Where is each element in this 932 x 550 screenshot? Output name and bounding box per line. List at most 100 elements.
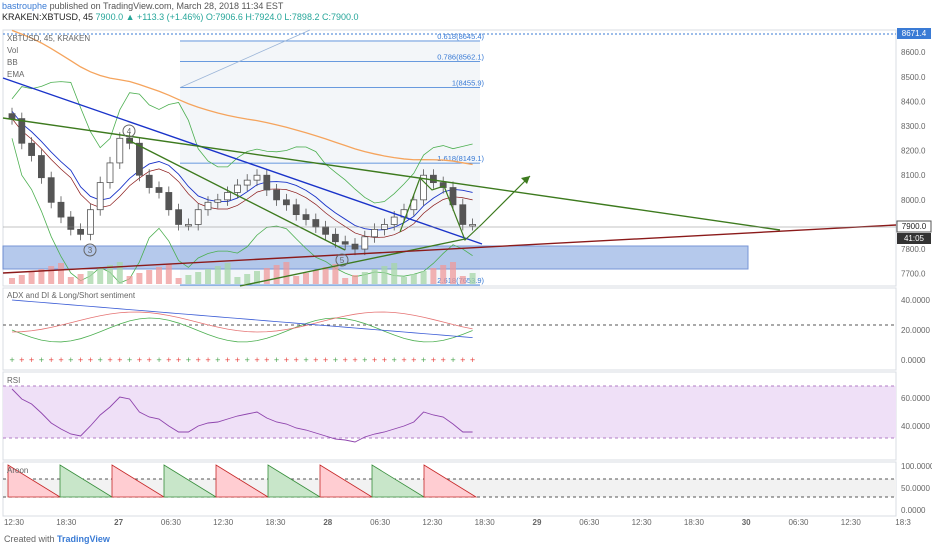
candle[interactable] [273,189,281,201]
candle[interactable] [47,177,55,203]
candle[interactable] [361,236,369,250]
fib-level-label: 1(8455.9) [452,79,485,88]
tradingview-brand[interactable]: TradingView [57,534,110,544]
candle[interactable] [224,192,232,201]
volume-bar [322,267,329,284]
candle[interactable] [233,184,241,193]
projection-arrow-icon [521,176,530,184]
time-tick-label: 29 [533,518,542,527]
volume-bar [77,274,84,284]
volume-bar [18,275,25,284]
sentiment-marker-icon: + [332,356,338,364]
wave-4-label: 4 [127,127,132,136]
bb-basis-line[interactable] [11,118,473,238]
adx-plus-di-line[interactable] [11,317,473,343]
candle[interactable] [194,209,202,225]
last-price-badge-text: 7900.0 [902,222,927,231]
blue-downtrend-line[interactable] [2,77,483,245]
candle[interactable] [351,243,359,250]
candle[interactable] [449,187,457,206]
time-tick-label: 18:30 [56,518,77,527]
blue-ma-line[interactable] [11,110,473,231]
candle[interactable] [243,179,251,186]
adx-pane[interactable] [2,287,897,371]
footer: Created with TradingView [4,534,110,544]
aroon-tick-label: 50.0000 [901,484,930,493]
time-tick-label: 12:30 [841,518,862,527]
legend-ema[interactable]: EMA [7,70,25,79]
rsi-line[interactable] [11,388,473,443]
candle[interactable] [18,118,26,144]
bb-upper-line[interactable] [11,81,473,204]
sentiment-marker-icon: + [9,356,15,364]
candle[interactable] [67,216,75,230]
ema-line[interactable] [11,29,473,166]
candle[interactable] [155,187,163,193]
candle[interactable] [165,192,173,211]
candle[interactable] [8,113,16,120]
candle[interactable] [87,209,94,235]
candle[interactable] [253,174,261,181]
legend-vol[interactable]: Vol [7,46,18,55]
volume-bar [224,263,231,284]
green-support-line[interactable] [239,238,466,287]
candle[interactable] [96,182,104,211]
candle[interactable] [77,228,84,235]
sentiment-marker-icon: + [48,356,54,364]
green-channel-top-line[interactable] [2,117,781,231]
aroon-title[interactable]: Aroon [7,466,28,475]
wave-3-marker [83,243,97,257]
candle[interactable] [331,233,339,243]
candle[interactable] [459,204,467,225]
candle[interactable] [371,228,379,238]
price-tick-label: 8100.0 [901,171,926,180]
created-with-text: Created with [4,534,55,544]
candle[interactable] [184,224,192,227]
candle[interactable] [38,155,45,179]
sentiment-marker-icon: + [87,356,93,364]
candle[interactable] [429,174,437,184]
candle[interactable] [302,214,310,220]
candle[interactable] [116,137,124,164]
candle[interactable] [390,216,398,225]
adx-title[interactable]: ADX and DI & Long/Short sentiment [7,291,136,300]
candle[interactable] [106,162,114,184]
fib-level-label: 0.618(8645.4) [437,32,484,41]
candle[interactable] [322,226,330,235]
candle[interactable] [28,142,36,156]
candle[interactable] [312,219,320,228]
rsi-title[interactable]: RSI [7,376,20,385]
candle[interactable] [204,201,212,211]
time-tick-label: 06:30 [370,518,391,527]
adx-line[interactable] [11,299,473,338]
candle[interactable] [214,199,222,203]
volume-bar [48,266,55,284]
projection-path[interactable] [399,175,531,242]
volume-bar [440,265,447,284]
candle[interactable] [341,241,349,245]
legend-bb[interactable]: BB [7,58,18,67]
candle[interactable] [57,201,65,218]
candle[interactable] [439,182,447,188]
candle[interactable] [175,209,183,225]
sentiment-marker-icon: + [460,356,466,364]
volume-bar [58,263,64,284]
volume-bar [361,272,368,284]
green-channel-bottom-line[interactable] [127,139,346,251]
candle[interactable] [469,224,477,227]
sentiment-marker-icon: + [166,356,172,364]
adx-minus-di-line[interactable] [11,311,473,333]
candle[interactable] [420,174,428,201]
candle[interactable] [410,199,418,211]
last-price-badge [896,220,932,233]
red-uptrend-line[interactable] [2,224,897,274]
candle[interactable] [292,204,300,216]
candle[interactable] [282,199,290,206]
aroon-segment [215,464,270,498]
author-link[interactable]: bastrouphe [2,1,48,11]
sentiment-marker-icon: + [450,356,456,364]
candle[interactable] [263,174,271,191]
candle[interactable] [145,174,153,188]
candle[interactable] [135,142,143,176]
